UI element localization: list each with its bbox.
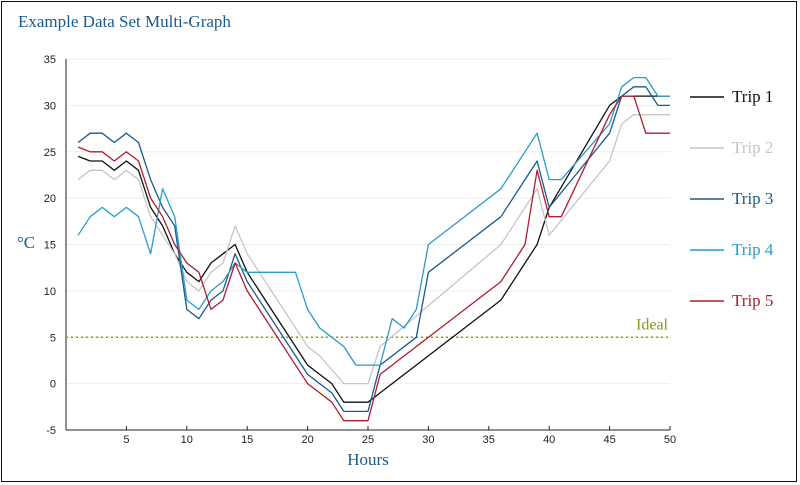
y-tick-label: 30 [44, 100, 56, 112]
y-tick-label: 15 [44, 240, 56, 252]
x-tick-label: 5 [123, 434, 129, 446]
y-tick-label: 20 [44, 193, 56, 205]
y-tick-label: 5 [50, 332, 56, 344]
x-tick-label: 20 [301, 434, 313, 446]
chart-title: Example Data Set Multi-Graph [18, 12, 231, 31]
series-line-1 [77, 95, 670, 403]
legend-label-2: Trip 2 [732, 138, 773, 157]
x-tick-label: 45 [603, 434, 615, 446]
series-line-4 [77, 76, 670, 366]
legend-label-4: Trip 4 [732, 240, 774, 259]
ideal-label: Ideal [636, 316, 669, 333]
y-tick-label: 10 [44, 286, 56, 298]
y-tick-label: 0 [50, 379, 56, 391]
y-tick-label: -5 [46, 425, 56, 437]
x-tick-label: 15 [241, 434, 253, 446]
y-tick-label: 25 [44, 147, 56, 159]
x-tick-label: 10 [181, 434, 193, 446]
series-line-3 [77, 86, 670, 413]
x-tick-label: 35 [483, 434, 495, 446]
x-axis-title: Hours [347, 450, 389, 469]
x-tick-label: 40 [543, 434, 555, 446]
x-tick-label: 30 [422, 434, 434, 446]
y-tick-label: 35 [44, 54, 56, 66]
x-tick-label: 50 [664, 434, 676, 446]
x-tick-label: 25 [362, 434, 374, 446]
y-axis-title: °C [17, 233, 35, 252]
legend-label-1: Trip 1 [732, 87, 773, 106]
series-line-2 [77, 114, 670, 385]
legend-label-3: Trip 3 [732, 189, 773, 208]
series-line-5 [77, 95, 670, 422]
legend-label-5: Trip 5 [732, 291, 773, 310]
